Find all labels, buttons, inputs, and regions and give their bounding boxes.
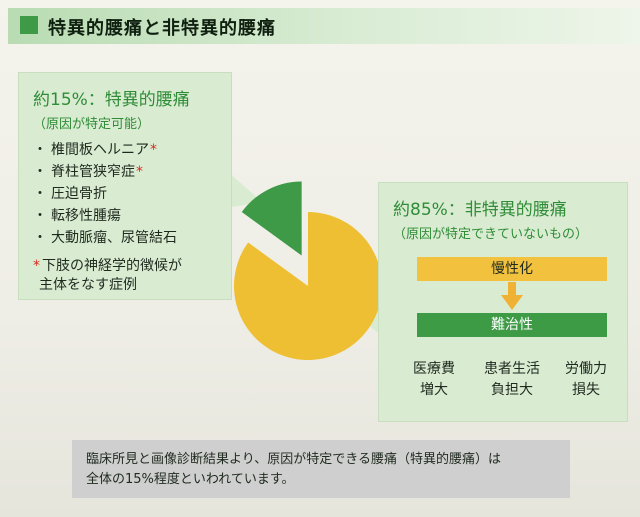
bullet: ・: [33, 230, 47, 246]
cost-medical: 医療費 増大: [399, 359, 469, 401]
cost-line-2: 損失: [572, 382, 600, 398]
cost-labor-loss: 労働力 損失: [551, 359, 621, 401]
specific-subtitle: （原因が特定可能）: [33, 117, 151, 132]
bullet: ・: [33, 142, 47, 158]
specific-panel: 約15%：特異的腰痛 （原因が特定可能） ・椎間板ヘルニア* ・脊柱管狭窄症* …: [18, 72, 232, 300]
cost-line-1: 患者生活: [484, 361, 540, 377]
pie-slice-nonspecific: [233, 212, 383, 360]
bullet: ・: [33, 208, 47, 224]
intractable-box: 難治性: [417, 313, 607, 337]
bullet: ・: [33, 186, 47, 202]
header-marker: [20, 16, 38, 34]
list-item: ・転移性腫瘍: [33, 205, 177, 227]
list-item: ・椎間板ヘルニア*: [33, 139, 177, 161]
list-item: ・大動脈瘤、尿管結石: [33, 227, 177, 249]
cost-line-2: 負担大: [491, 382, 533, 398]
specific-cause-list: ・椎間板ヘルニア* ・脊柱管狭窄症* ・圧迫骨折 ・転移性腫瘍 ・大動脈瘤、尿管…: [33, 139, 177, 249]
footnote: * 下肢の神経学的徴候が 主体をなす症例: [33, 257, 182, 295]
arrow-down-icon: [501, 282, 523, 310]
asterisk-icon: *: [33, 258, 40, 274]
list-item-label: 椎間板ヘルニア: [51, 142, 149, 158]
specific-title: 約15%：特異的腰痛: [33, 90, 190, 110]
cost-line-1: 労働力: [565, 361, 607, 377]
chronic-box: 慢性化: [417, 257, 607, 281]
list-item: ・脊柱管狭窄症*: [33, 161, 177, 183]
footer-note: 臨床所見と画像診断結果より、原因が特定できる腰痛（特異的腰痛）は 全体の15%程…: [72, 440, 570, 498]
cost-patient-burden: 患者生活 負担大: [477, 359, 547, 401]
page-title: 特異的腰痛と非特異的腰痛: [48, 18, 276, 39]
list-item-label: 大動脈瘤、尿管結石: [51, 230, 177, 246]
list-item: ・圧迫骨折: [33, 183, 177, 205]
pie-slice-specific: [241, 181, 302, 256]
bullet: ・: [33, 164, 47, 180]
nonspecific-panel: 約85%：非特異的腰痛 （原因が特定できていないもの） 慢性化 難治性 医療費 …: [378, 182, 628, 422]
header-banner: 特異的腰痛と非特異的腰痛: [8, 8, 640, 44]
nonspecific-subtitle: （原因が特定できていないもの）: [393, 227, 589, 242]
list-item-label: 脊柱管狭窄症: [51, 164, 135, 180]
specific-callout-pointer: [226, 170, 262, 208]
list-item-label: 圧迫骨折: [51, 186, 107, 202]
footer-line-1: 臨床所見と画像診断結果より、原因が特定できる腰痛（特異的腰痛）は: [86, 452, 501, 467]
asterisk-icon: *: [150, 142, 157, 158]
footnote-line-1: 下肢の神経学的徴候が: [42, 258, 182, 274]
footer-line-2: 全体の15%程度といわれています。: [86, 472, 295, 487]
nonspecific-title: 約85%：非特異的腰痛: [393, 200, 567, 220]
asterisk-icon: *: [136, 164, 143, 180]
list-item-label: 転移性腫瘍: [51, 208, 121, 224]
cost-line-1: 医療費: [413, 361, 455, 377]
footnote-line-2: 主体をなす症例: [39, 277, 137, 293]
cost-line-2: 増大: [420, 382, 448, 398]
